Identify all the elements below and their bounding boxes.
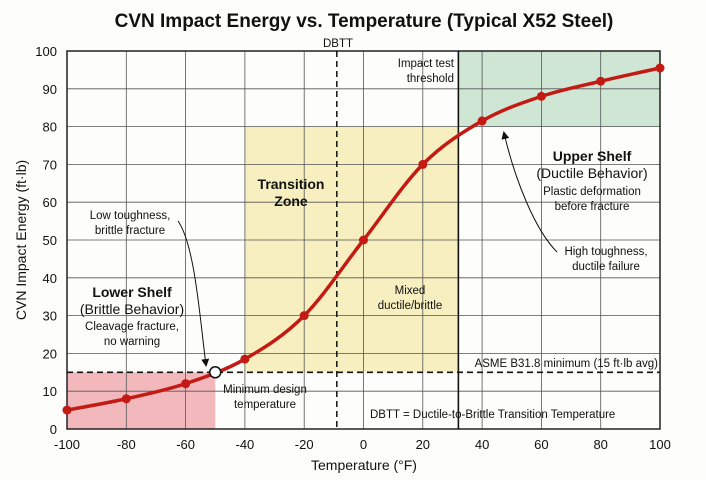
- data-point: [299, 311, 309, 321]
- y-tick-label: 40: [43, 271, 57, 286]
- x-tick-label: 0: [360, 437, 367, 452]
- y-tick-label: 80: [43, 120, 57, 135]
- dbtt-label: DBTT: [323, 38, 353, 50]
- data-point: [62, 405, 72, 415]
- data-point: [477, 116, 487, 126]
- x-tick-label: 20: [416, 437, 430, 452]
- x-tick-label: 60: [534, 437, 548, 452]
- data-point: [655, 63, 665, 73]
- y-tick-label: 10: [43, 384, 57, 399]
- threshold-label-2: threshold: [407, 73, 454, 85]
- dbtt-definition: DBTT = Ductile-to-Brittle Transition Tem…: [370, 409, 615, 421]
- x-tick-label: 80: [593, 437, 607, 452]
- y-tick-label: 100: [35, 44, 57, 59]
- y-tick-label: 60: [43, 195, 57, 210]
- lower-shelf-desc: Cleavage fracture,: [85, 321, 179, 333]
- data-point: [418, 159, 428, 169]
- high-toughness-arrow: [501, 131, 558, 253]
- upper-shelf-desc: Plastic deformation: [543, 186, 641, 198]
- transition-zone-label: Transition: [258, 176, 325, 192]
- design-temp-label: Minimum design: [223, 384, 307, 396]
- upper-shelf-sub: (Ductile Behavior): [536, 165, 647, 181]
- data-point: [536, 91, 546, 101]
- x-axis-label: Temperature (°F): [311, 457, 417, 473]
- x-tick-label: -80: [117, 437, 136, 452]
- x-tick-label: -100: [54, 437, 80, 452]
- mixed-label: Mixed: [395, 285, 426, 297]
- data-point: [596, 76, 606, 86]
- data-point: [121, 394, 131, 404]
- high-toughness-label: High toughness,: [564, 246, 647, 258]
- high-toughness-label-2: ductile failure: [572, 261, 640, 273]
- y-tick-label: 20: [43, 346, 57, 361]
- transition-zone-label-2: Zone: [274, 193, 308, 209]
- y-tick-label: 70: [43, 157, 57, 172]
- x-tick-label: -60: [176, 437, 195, 452]
- y-tick-label: 50: [43, 233, 57, 248]
- y-axis-label: CVN Impact Energy (ft·lb): [13, 160, 29, 320]
- upper-shelf-title: Upper Shelf: [553, 148, 632, 164]
- data-point: [240, 354, 250, 364]
- plot-frame: [66, 50, 661, 430]
- y-tick-label: 0: [50, 422, 57, 437]
- lower-shelf-desc-2: no warning: [104, 336, 160, 348]
- lower-shelf-sub: (Brittle Behavior): [80, 301, 184, 317]
- asme-label: ASME B31.8 minimum (15 ft·lb avg): [475, 358, 659, 370]
- x-tick-label: 40: [475, 437, 489, 452]
- x-tick-label: -20: [295, 437, 314, 452]
- data-point: [359, 235, 368, 245]
- chart-title: CVN Impact Energy vs. Temperature (Typic…: [115, 11, 614, 32]
- x-tick-label: -40: [236, 437, 255, 452]
- x-tick-label: 100: [649, 437, 671, 452]
- low-toughness-label: Low toughness,: [90, 210, 171, 222]
- y-tick-label: 30: [43, 309, 57, 324]
- threshold-label: Impact test: [398, 58, 455, 70]
- low-toughness-label-2: brittle fracture: [95, 225, 165, 237]
- low-toughness-arrow: [177, 220, 210, 367]
- design-temp-label-2: temperature: [234, 399, 296, 411]
- upper-shelf-desc-2: before fracture: [555, 201, 630, 213]
- design-temperature-marker: [209, 366, 222, 379]
- y-tick-label: 90: [43, 82, 57, 97]
- data-point: [181, 379, 191, 389]
- mixed-label-2: ductile/brittle: [378, 300, 443, 312]
- lower-shelf-title: Lower Shelf: [92, 284, 172, 300]
